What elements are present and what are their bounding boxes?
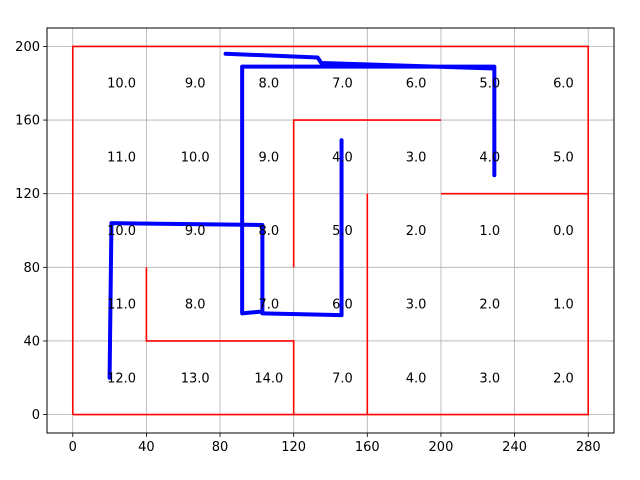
- cell-value-label: 12.0: [107, 371, 136, 386]
- y-tick-label: 0: [32, 408, 40, 423]
- cell-value-label: 6.0: [406, 77, 427, 92]
- maze-wall: [145, 267, 295, 415]
- x-tick-label: 120: [281, 440, 306, 455]
- cell-value-label: 3.0: [406, 150, 427, 165]
- cell-value-label: 9.0: [185, 77, 206, 92]
- cell-value-label: 9.0: [259, 150, 280, 165]
- maze-wall: [292, 119, 441, 268]
- x-tick-label: 40: [138, 440, 155, 455]
- cell-value-label: 4.0: [479, 150, 500, 165]
- x-axis-ticks: 0 40 80 120 160 200 240 280: [69, 433, 601, 455]
- cell-value-label: 5.0: [553, 150, 574, 165]
- cell-value-label: 4.0: [406, 371, 427, 386]
- x-tick-label: 80: [212, 440, 229, 455]
- cell-value-label: 10.0: [107, 224, 136, 239]
- cell-value-labels: 10.0 9.0 8.0 7.0 6.0 5.0 6.0 11.0 10.0 9.0 4.0 3.0 4…: [107, 77, 574, 387]
- cell-value-label: 10.0: [181, 150, 210, 165]
- y-axis-ticks: 0 40 80 120 160 200: [15, 40, 47, 423]
- agent-path-line: [107, 51, 497, 380]
- cell-value-label: 7.0: [332, 77, 353, 92]
- cell-value-label: 6.0: [332, 298, 353, 313]
- cell-value-label: 9.0: [185, 224, 206, 239]
- agent-path-line: [260, 138, 344, 318]
- cell-value-label: 8.0: [185, 298, 206, 313]
- cell-value-label: 5.0: [479, 77, 500, 92]
- cell-value-label: 2.0: [479, 298, 500, 313]
- cell-value-label: 11.0: [107, 298, 136, 313]
- cell-value-label: 11.0: [107, 150, 136, 165]
- cell-value-label: 2.0: [406, 224, 427, 239]
- cell-value-label: 14.0: [254, 371, 283, 386]
- y-tick-label: 40: [23, 334, 40, 349]
- cell-value-label: 0.0: [553, 224, 574, 239]
- x-tick-label: 280: [576, 440, 601, 455]
- cell-value-label: 6.0: [553, 77, 574, 92]
- y-tick-label: 80: [23, 261, 40, 276]
- y-tick-label: 200: [15, 40, 40, 55]
- x-tick-label: 0: [69, 440, 77, 455]
- cell-value-label: 8.0: [259, 77, 280, 92]
- cell-value-label: 3.0: [406, 298, 427, 313]
- cell-value-label: 7.0: [259, 298, 280, 313]
- maze-walls: [71, 45, 590, 416]
- maze-wall: [71, 45, 590, 416]
- agent-path: [107, 51, 497, 380]
- y-tick-label: 120: [15, 187, 40, 202]
- cell-value-label: 3.0: [479, 371, 500, 386]
- cell-value-label: 1.0: [553, 298, 574, 313]
- cell-value-label: 7.0: [332, 371, 353, 386]
- x-tick-label: 160: [355, 440, 380, 455]
- cell-value-label: 2.0: [553, 371, 574, 386]
- y-tick-label: 160: [15, 114, 40, 129]
- cell-value-label: 8.0: [259, 224, 280, 239]
- cell-value-label: 10.0: [107, 77, 136, 92]
- x-tick-label: 200: [429, 440, 454, 455]
- x-tick-label: 240: [502, 440, 527, 455]
- cell-value-label: 1.0: [479, 224, 500, 239]
- cell-value-label: 13.0: [181, 371, 210, 386]
- cell-value-label: 4.0: [332, 150, 353, 165]
- cell-value-label: 5.0: [332, 224, 353, 239]
- axes-frame: [46, 27, 615, 434]
